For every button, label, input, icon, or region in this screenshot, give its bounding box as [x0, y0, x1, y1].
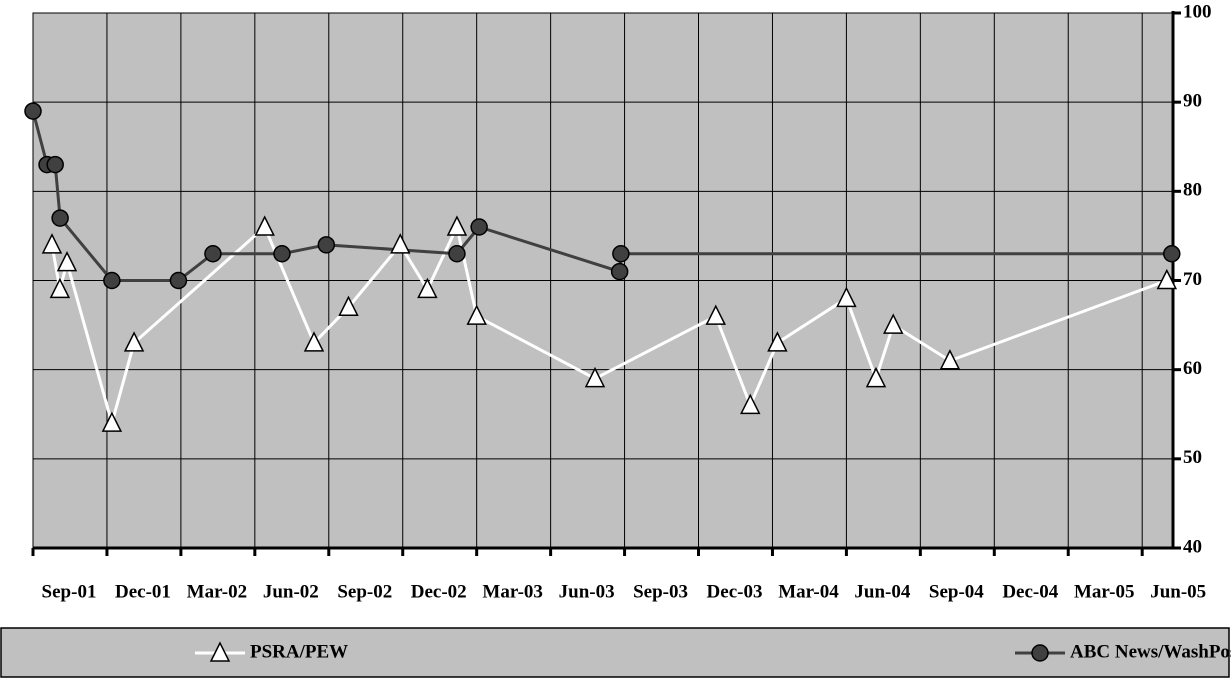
marker	[169, 271, 188, 290]
marker	[470, 218, 488, 236]
x-tick-label: Dec-04	[1002, 581, 1058, 602]
marker	[417, 277, 438, 299]
x-tick-label: Mar-05	[1074, 581, 1135, 602]
marker	[254, 215, 275, 236]
x-tick-label: Jun-05	[1150, 581, 1206, 602]
marker	[101, 411, 123, 432]
y-tick-label: 50	[1183, 447, 1202, 468]
x-tick-label: Jun-04	[854, 581, 910, 602]
x-tick-label: Sep-04	[929, 581, 984, 602]
y-tick-label: 90	[1183, 91, 1202, 112]
marker	[612, 245, 630, 263]
legend-marker	[209, 641, 231, 662]
marker	[836, 286, 857, 308]
marker	[466, 304, 487, 325]
y-tick-label: 70	[1183, 269, 1202, 290]
marker	[103, 271, 121, 290]
x-tick-label: Mar-03	[482, 581, 543, 602]
marker	[46, 155, 64, 174]
marker	[49, 277, 71, 299]
legend-label: PSRA/PEW	[250, 641, 348, 662]
marker	[1156, 268, 1178, 290]
marker	[56, 250, 78, 272]
y-tick-label: 100	[1183, 1, 1212, 22]
marker	[767, 331, 788, 352]
legend-label: ABC News/WashPost	[1070, 641, 1231, 662]
x-tick-label: Dec-01	[115, 581, 171, 602]
x-tick-label: Dec-02	[411, 581, 467, 602]
marker	[740, 393, 761, 415]
series-line	[31, 110, 1172, 282]
marker	[338, 295, 359, 316]
y-tick-label: 80	[1183, 180, 1202, 201]
x-tick-label: Sep-03	[633, 581, 688, 602]
marker	[448, 245, 466, 263]
x-tick-label: Jun-03	[559, 581, 615, 602]
marker	[317, 236, 336, 254]
marker	[610, 262, 629, 281]
x-tick-label: Mar-02	[187, 581, 248, 602]
marker	[446, 215, 468, 236]
x-tick-label: Sep-01	[42, 581, 97, 602]
marker	[41, 233, 63, 254]
x-tick-label: Mar-04	[778, 581, 839, 602]
marker	[303, 331, 325, 352]
marker	[123, 331, 145, 352]
marker	[390, 233, 411, 254]
marker	[273, 245, 291, 263]
marker	[865, 366, 887, 388]
marker	[1163, 245, 1181, 263]
marker	[705, 304, 726, 325]
marker	[24, 102, 42, 120]
marker	[584, 366, 606, 388]
x-tick-label: Sep-02	[337, 581, 392, 602]
x-tick-label: Jun-02	[263, 581, 319, 602]
marker	[204, 245, 222, 263]
marker	[939, 349, 961, 370]
y-tick-label: 40	[1183, 536, 1202, 557]
legend-marker	[1031, 644, 1049, 662]
x-tick-label: Dec-03	[707, 581, 763, 602]
marker	[883, 313, 904, 334]
marker	[51, 209, 69, 227]
y-tick-label: 60	[1183, 358, 1202, 379]
